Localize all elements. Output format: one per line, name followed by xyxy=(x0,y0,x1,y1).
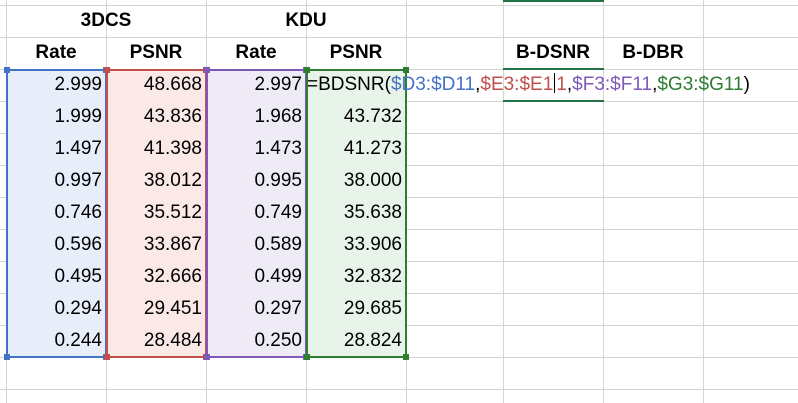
formula-arg-rate-kdu: $F3:$F11 xyxy=(572,74,653,95)
header-rate-kdu[interactable]: Rate xyxy=(235,42,277,63)
cell-psnr-3dcs[interactable]: 29.451 xyxy=(143,298,202,319)
column-gridline xyxy=(603,0,604,403)
cell-rate-kdu[interactable]: 1.473 xyxy=(254,138,302,159)
cell-rate-3dcs[interactable]: 2.999 xyxy=(54,74,102,95)
cell-psnr-3dcs[interactable]: 28.484 xyxy=(143,330,202,351)
group-header-3dcs[interactable]: 3DCS xyxy=(80,10,132,31)
cell-rate-3dcs[interactable]: 0.244 xyxy=(54,330,102,351)
cell-psnr-3dcs[interactable]: 32.666 xyxy=(143,266,202,287)
cell-psnr-3dcs[interactable]: 41.398 xyxy=(143,138,202,159)
range-resize-handle[interactable] xyxy=(304,354,310,360)
range-resize-handle[interactable] xyxy=(204,354,210,360)
range-highlight-psnr-kdu xyxy=(306,69,407,358)
cell-rate-3dcs[interactable]: 0.495 xyxy=(54,266,102,287)
header-b-dbr[interactable]: B-DBR xyxy=(622,42,684,63)
column-gridline xyxy=(703,0,704,403)
formula-edit-cell[interactable]: =BDSNR($D3:$D11,$E3:$E1 1,$F3:$F11,$G3:$G… xyxy=(304,69,794,100)
formula-arg-psnr-kdu: $G3:$G11 xyxy=(657,74,744,95)
cell-rate-kdu[interactable]: 0.589 xyxy=(254,234,302,255)
cell-psnr-3dcs[interactable]: 43.836 xyxy=(143,106,202,127)
row-gridline xyxy=(0,37,798,38)
cell-rate-3dcs[interactable]: 1.999 xyxy=(54,106,102,127)
range-resize-handle[interactable] xyxy=(104,354,110,360)
cell-psnr-kdu[interactable]: 43.732 xyxy=(343,106,402,127)
cell-rate-3dcs[interactable]: 0.596 xyxy=(54,234,102,255)
range-highlight-rate-3dcs xyxy=(6,69,107,358)
cell-psnr-kdu[interactable]: 28.824 xyxy=(343,330,402,351)
cell-rate-kdu[interactable]: 0.995 xyxy=(254,170,302,191)
cell-rate-3dcs[interactable]: 0.294 xyxy=(54,298,102,319)
selected-column-marker xyxy=(503,0,604,2)
range-resize-handle[interactable] xyxy=(4,67,10,73)
cell-rate-kdu[interactable]: 0.749 xyxy=(254,202,302,223)
cell-psnr-3dcs[interactable]: 33.867 xyxy=(143,234,202,255)
range-resize-handle[interactable] xyxy=(104,67,110,73)
cell-rate-3dcs[interactable]: 1.497 xyxy=(54,138,102,159)
cell-rate-kdu[interactable]: 0.499 xyxy=(254,266,302,287)
cell-rate-kdu[interactable]: 0.297 xyxy=(254,298,302,319)
range-resize-handle[interactable] xyxy=(4,354,10,360)
formula-separator: , xyxy=(652,74,658,95)
cell-rate-3dcs[interactable]: 0.997 xyxy=(54,170,102,191)
header-psnr-kdu[interactable]: PSNR xyxy=(329,42,383,63)
cell-psnr-kdu[interactable]: 35.638 xyxy=(343,202,402,223)
cell-psnr-kdu[interactable]: 41.273 xyxy=(343,138,402,159)
formula-separator: , xyxy=(475,74,481,95)
active-cell-outline xyxy=(503,68,604,102)
row-gridline xyxy=(0,389,798,390)
formula-suffix: ) xyxy=(743,74,750,95)
header-b-dsnr[interactable]: B-DSNR xyxy=(516,42,590,63)
cell-psnr-3dcs[interactable]: 48.668 xyxy=(143,74,202,95)
cell-psnr-3dcs[interactable]: 35.512 xyxy=(143,202,202,223)
group-header-kdu[interactable]: KDU xyxy=(285,10,327,31)
header-rate-3dcs[interactable]: Rate xyxy=(35,42,77,63)
range-resize-handle[interactable] xyxy=(204,67,210,73)
cell-psnr-kdu[interactable]: 38.000 xyxy=(343,170,402,191)
range-resize-handle[interactable] xyxy=(304,67,310,73)
range-resize-handle[interactable] xyxy=(403,354,409,360)
formula-separator: , xyxy=(566,74,573,95)
row-gridline xyxy=(0,5,798,6)
cell-psnr-3dcs[interactable]: 38.012 xyxy=(143,170,202,191)
cell-psnr-kdu[interactable]: 29.685 xyxy=(343,298,402,319)
text-cursor xyxy=(554,73,556,93)
header-psnr-3dcs[interactable]: PSNR xyxy=(129,42,183,63)
column-gridline xyxy=(503,0,504,403)
cell-psnr-kdu[interactable]: 32.832 xyxy=(343,266,402,287)
cell-rate-kdu[interactable]: 2.997 xyxy=(254,74,302,95)
formula-prefix: =BDSNR( xyxy=(307,74,391,95)
formula-arg-rate-3dcs: $D3:$D11 xyxy=(390,74,476,95)
cell-rate-kdu[interactable]: 0.250 xyxy=(254,330,302,351)
cell-rate-3dcs[interactable]: 0.746 xyxy=(54,202,102,223)
range-highlight-psnr-3dcs xyxy=(106,69,207,358)
formula-arg-psnr-3dcs-part: $E3:$E1 xyxy=(480,74,554,95)
cell-psnr-kdu[interactable]: 33.906 xyxy=(343,234,402,255)
cell-rate-kdu[interactable]: 1.968 xyxy=(254,106,302,127)
range-resize-handle[interactable] xyxy=(403,67,409,73)
formula-arg-psnr-3dcs-end: 1 xyxy=(556,74,567,95)
